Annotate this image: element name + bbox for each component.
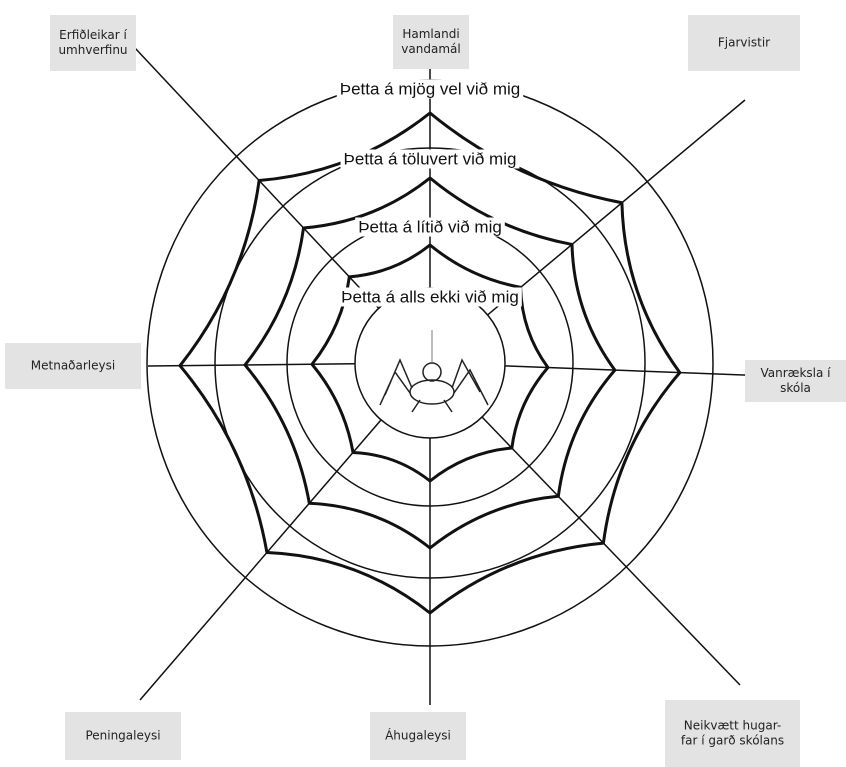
web-ring: [243, 176, 617, 550]
ring-label: Þetta á alls ekki við mig: [341, 287, 519, 306]
label-text: Metnaðarleysi: [31, 359, 115, 373]
ring-label-bg: [355, 217, 505, 237]
label-text: vandamál: [401, 42, 460, 56]
spoke: [487, 99, 746, 316]
label-box: [370, 712, 466, 760]
spider-head: [422, 362, 442, 382]
label-text: Peningaleysi: [85, 729, 160, 743]
spoke: [139, 419, 382, 701]
spider-legs: [379, 358, 489, 413]
label-text: Fjarvistir: [718, 36, 770, 50]
label-text: Áhugaleysi: [385, 728, 451, 743]
label-text: Hamlandi: [402, 27, 459, 41]
spoke: [134, 47, 380, 309]
ring-label: Þetta á mjög vel við mig: [340, 79, 520, 98]
label-box: [50, 15, 136, 71]
label-text: far í garð skólans: [681, 734, 784, 748]
label-box: [665, 700, 800, 767]
rating-rings: Þetta á mjög vel við mig Þetta á töluvert…: [336, 79, 524, 307]
label-text: Erfiðleikar í: [59, 28, 127, 42]
label-text: skóla: [780, 381, 811, 395]
label-text: Neikvætt hugar-: [684, 719, 781, 733]
label-box: [688, 15, 800, 71]
ring-label: Þetta á töluvert við mig: [344, 149, 517, 168]
ring-label-bg: [340, 149, 520, 169]
label-box: [5, 343, 141, 389]
spoke: [147, 363, 356, 367]
label-box: [745, 360, 846, 402]
web-ring: [310, 243, 550, 483]
spider: [379, 330, 489, 413]
ring-label-bg: [338, 287, 522, 307]
ring-label-bg: [336, 79, 524, 99]
ring-label: Þetta á lítið við mig: [358, 217, 502, 236]
label-text: umhverfinu: [58, 43, 127, 57]
label-box: [65, 712, 181, 760]
label-text: Vanræksla í: [761, 366, 832, 380]
label-box: [393, 15, 469, 69]
spoke: [481, 416, 741, 686]
